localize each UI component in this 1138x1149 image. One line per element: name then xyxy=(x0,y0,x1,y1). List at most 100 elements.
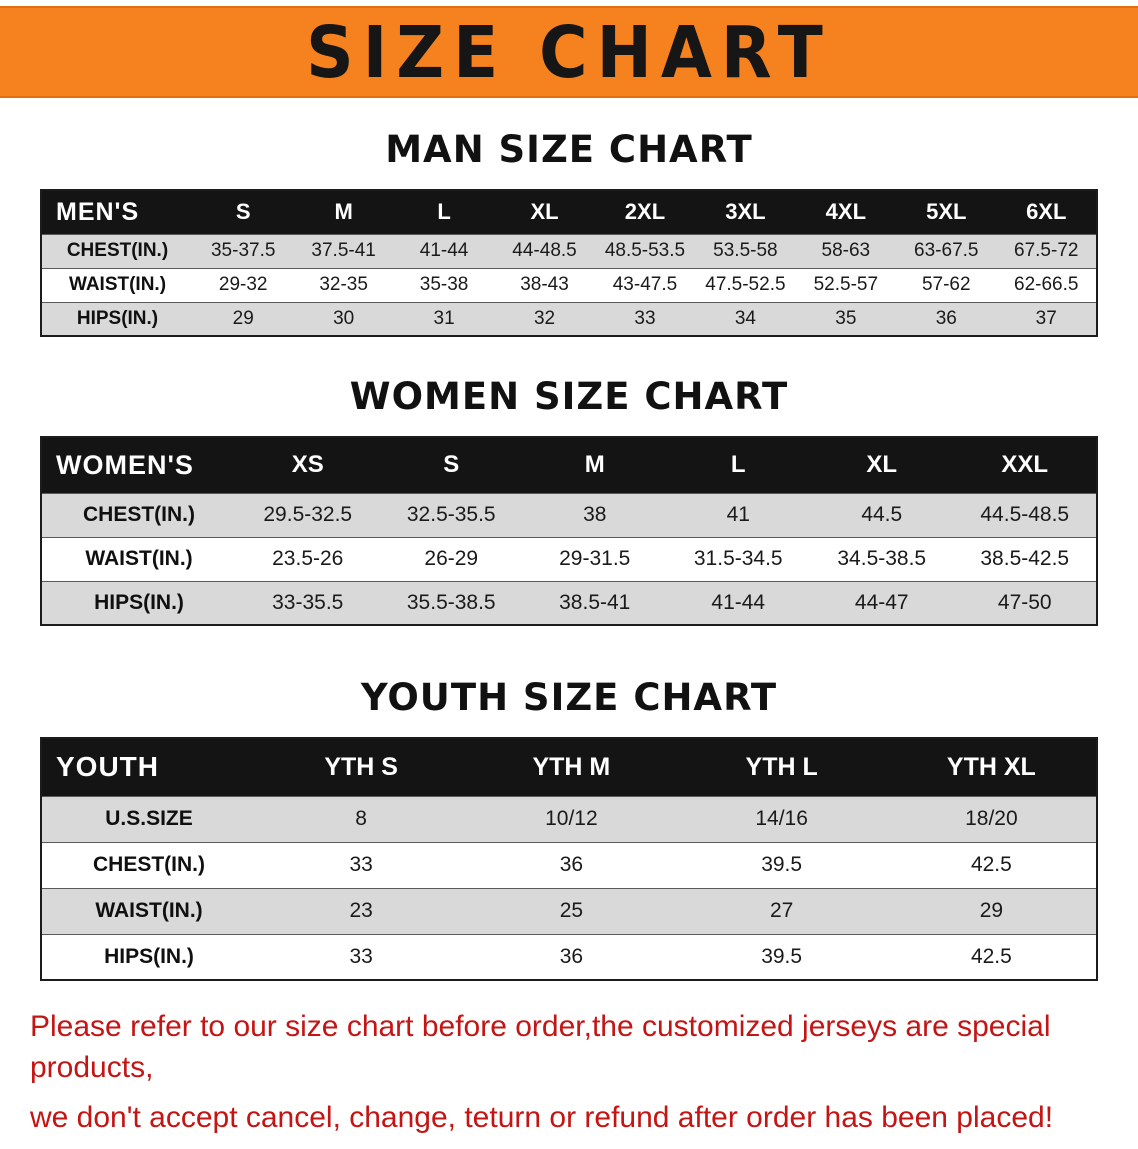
youth-section-title: YOUTH SIZE CHART xyxy=(360,676,778,719)
measurement-value-cell: 29 xyxy=(232,307,254,329)
measurement-value-cell: 31.5-34.5 xyxy=(693,547,783,570)
measurement-value-cell: 8 xyxy=(355,807,367,830)
measurement-value-cell: 31 xyxy=(433,307,455,329)
size-column-header: 4XL xyxy=(795,190,897,234)
measurement-value-cell: 48.5-53.5 xyxy=(604,240,686,261)
measurement-value-cell: 53.5-58 xyxy=(713,240,778,261)
measurement-row: CHEST(IN.) 29.5-32.5 32.5-35.5 38 41 44.5 44.5… xyxy=(41,493,1097,537)
measurement-value-cell: 42.5 xyxy=(970,944,1012,968)
measurement-value-cell: 34.5-38.5 xyxy=(837,547,927,570)
measurement-value-cell: 44.5 xyxy=(861,503,903,526)
measurement-value-cell: 34 xyxy=(734,307,756,329)
measurement-value-cell: 33 xyxy=(634,307,656,329)
table-header-row: YOUTH YTH S YTH M YTH L YTH XL xyxy=(41,738,1097,796)
measurement-value-cell: 32 xyxy=(533,307,556,329)
youth-size-table: YOUTH YTH S YTH M YTH L YTH XL U.S.SIZE 8 10/12… xyxy=(40,737,1098,981)
measurement-row-label: WAIST(IN.) xyxy=(95,899,203,922)
measurement-value-cell: 67.5-72 xyxy=(1014,240,1079,261)
size-column-header: XS xyxy=(236,437,380,493)
measurement-value-cell: 44.5-48.5 xyxy=(980,503,1070,526)
measurement-value-cell: 42.5 xyxy=(970,853,1012,876)
measurement-value-cell: 27 xyxy=(769,899,794,922)
measurement-row-label: U.S.SIZE xyxy=(105,807,193,830)
measurement-value-cell: 18/20 xyxy=(965,807,1018,830)
size-column-header: XL xyxy=(810,437,954,493)
measurement-value-cell: 62-66.5 xyxy=(1014,274,1079,295)
measurement-value-cell: 57-62 xyxy=(921,274,971,295)
measurement-value-cell: 29-32 xyxy=(218,274,268,295)
measurement-value-cell: 38-43 xyxy=(520,274,569,295)
men-size-table: MEN'S S M L XL 2XL 3XL 4XL 5XL 6XL CHEST(IN.) 35-37… xyxy=(40,189,1098,337)
measurement-value-cell: 30 xyxy=(333,307,355,329)
measurement-row-label: HIPS(IN.) xyxy=(104,944,194,968)
measurement-value-cell: 25 xyxy=(559,899,584,922)
measurement-value-cell: 38 xyxy=(583,503,607,526)
measurement-value-cell: 33 xyxy=(349,853,373,876)
size-column-header: 6XL xyxy=(996,190,1097,234)
measurement-value-cell: 26-29 xyxy=(424,547,479,570)
size-column-header: 3XL xyxy=(695,190,796,234)
measurement-row-label: CHEST(IN.) xyxy=(83,503,195,526)
measurement-row: CHEST(IN.) 35-37.5 37.5-41 41-44 44-48.5 48.5… xyxy=(41,234,1097,268)
size-column-header: L xyxy=(666,437,810,493)
measurement-value-cell: 35.5-38.5 xyxy=(406,590,496,614)
measurement-value-cell: 44-48.5 xyxy=(512,240,577,261)
measurement-value-cell: 41 xyxy=(726,503,750,526)
measurement-value-cell: 35-37.5 xyxy=(210,240,276,261)
measurement-value-cell: 29 xyxy=(979,899,1004,922)
men-size-section: MAN SIZE CHART MEN'S S M L XL 2XL 3XL 4XL 5XL 6XL… xyxy=(0,128,1138,337)
size-column-header: YTH S xyxy=(256,738,467,796)
measurement-value-cell: 37.5-41 xyxy=(311,240,376,261)
measurement-value-cell: 39.5 xyxy=(761,944,803,968)
measurement-value-cell: 32-35 xyxy=(319,274,368,295)
women-size-section: WOMEN SIZE CHART WOMEN'S XS S M L XL XXL CHEST(… xyxy=(0,375,1138,626)
measurement-value-cell: 38.5-41 xyxy=(559,590,631,614)
measurement-row-label: CHEST(IN.) xyxy=(66,240,169,261)
measurement-value-cell: 47.5-52.5 xyxy=(705,274,786,295)
measurement-value-cell: 41-44 xyxy=(419,240,469,261)
size-column-header: 2XL xyxy=(594,190,696,234)
size-column-header: XXL xyxy=(953,437,1097,493)
table-header-row: WOMEN'S XS S M L XL XXL xyxy=(41,437,1097,493)
measurement-value-cell: 43-47.5 xyxy=(612,274,678,295)
measurement-row: HIPS(IN.) 33-35.5 35.5-38.5 38.5-41 41-44 44-… xyxy=(41,581,1097,625)
measurement-value-cell: 23.5-26 xyxy=(272,547,344,570)
measurement-row: HIPS(IN.) 33 36 39.5 42.5 xyxy=(41,934,1097,980)
measurement-value-cell: 36 xyxy=(935,307,957,329)
size-column-header: YTH M xyxy=(466,738,677,796)
table-corner-label: YOUTH xyxy=(41,738,256,796)
size-column-header: L xyxy=(393,190,495,234)
size-chart-content: MAN SIZE CHART MEN'S S M L XL 2XL 3XL 4XL 5XL 6XL… xyxy=(0,128,1138,981)
size-column-header: 5XL xyxy=(896,190,997,234)
measurement-value-cell: 63-67.5 xyxy=(914,240,979,261)
measurement-value-cell: 37 xyxy=(1035,307,1057,329)
measurement-value-cell: 35 xyxy=(835,307,857,329)
size-column-header: XL xyxy=(494,190,595,234)
banner: SIZE CHART xyxy=(0,6,1138,98)
measurement-value-cell: 47-50 xyxy=(997,590,1052,614)
order-policy-line-1: Please refer to our size chart before or… xyxy=(30,1010,1051,1084)
size-column-header: M xyxy=(523,437,667,493)
measurement-value-cell: 36 xyxy=(559,853,584,876)
size-column-header: S xyxy=(193,190,294,234)
table-corner-label: MEN'S xyxy=(41,190,193,234)
table-corner-label: WOMEN'S xyxy=(41,437,236,493)
measurement-row-label: WAIST(IN.) xyxy=(68,274,167,295)
measurement-value-cell: 39.5 xyxy=(761,853,803,876)
measurement-value-cell: 38.5-42.5 xyxy=(980,547,1070,570)
women-size-table: WOMEN'S XS S M L XL XXL CHEST(IN.) 29.5-32.5 32.5… xyxy=(40,436,1098,626)
measurement-value-cell: 14/16 xyxy=(755,807,808,830)
size-column-header: YTH XL xyxy=(886,738,1097,796)
measurement-row: WAIST(IN.) 29-32 32-35 35-38 38-43 43-47.5 47.… xyxy=(41,268,1097,302)
measurement-row-label: WAIST(IN.) xyxy=(85,547,193,570)
measurement-value-cell: 35-38 xyxy=(419,274,469,295)
measurement-value-cell: 29-31.5 xyxy=(559,547,631,570)
measurement-row: CHEST(IN.) 33 36 39.5 42.5 xyxy=(41,842,1097,888)
size-column-header: M xyxy=(293,190,394,234)
measurement-row-label: HIPS(IN.) xyxy=(76,307,159,329)
order-policy-note: Please refer to our size chart before or… xyxy=(0,1007,1138,1139)
measurement-value-cell: 36 xyxy=(559,944,584,968)
measurement-row-label: CHEST(IN.) xyxy=(93,853,205,876)
measurement-value-cell: 33 xyxy=(349,944,373,968)
